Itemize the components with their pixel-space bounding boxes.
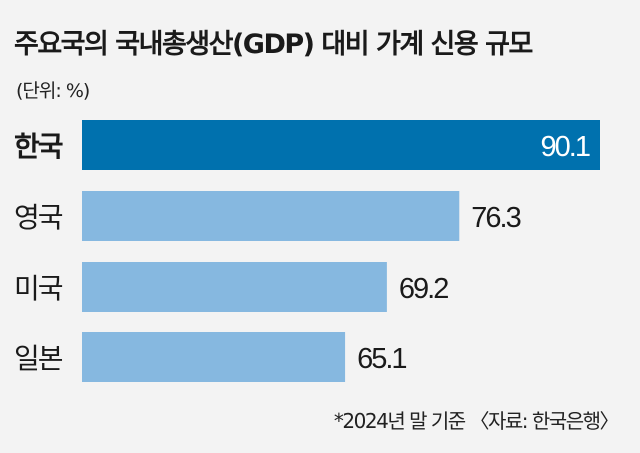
bar-1 (82, 191, 460, 241)
value-label: 69.2 (399, 273, 448, 305)
category-label: 영국 (14, 201, 63, 234)
unit-label: (단위: %) (16, 80, 90, 102)
source-note: *2024년 말 기준 〈자료: 한국은행〉 (333, 409, 620, 433)
bar-3 (82, 332, 346, 382)
category-label: 미국 (14, 272, 63, 305)
category-label: 한국 (14, 130, 63, 163)
value-label: 65.1 (357, 343, 406, 375)
value-label: 90.1 (541, 131, 590, 163)
bar-2 (82, 262, 387, 312)
chart-title: 주요국의 국내총생산(GDP) 대비 가계 신용 규모 (14, 29, 533, 60)
value-label: 76.3 (471, 202, 520, 234)
bar-0 (82, 120, 600, 170)
category-label: 일본 (14, 342, 63, 375)
